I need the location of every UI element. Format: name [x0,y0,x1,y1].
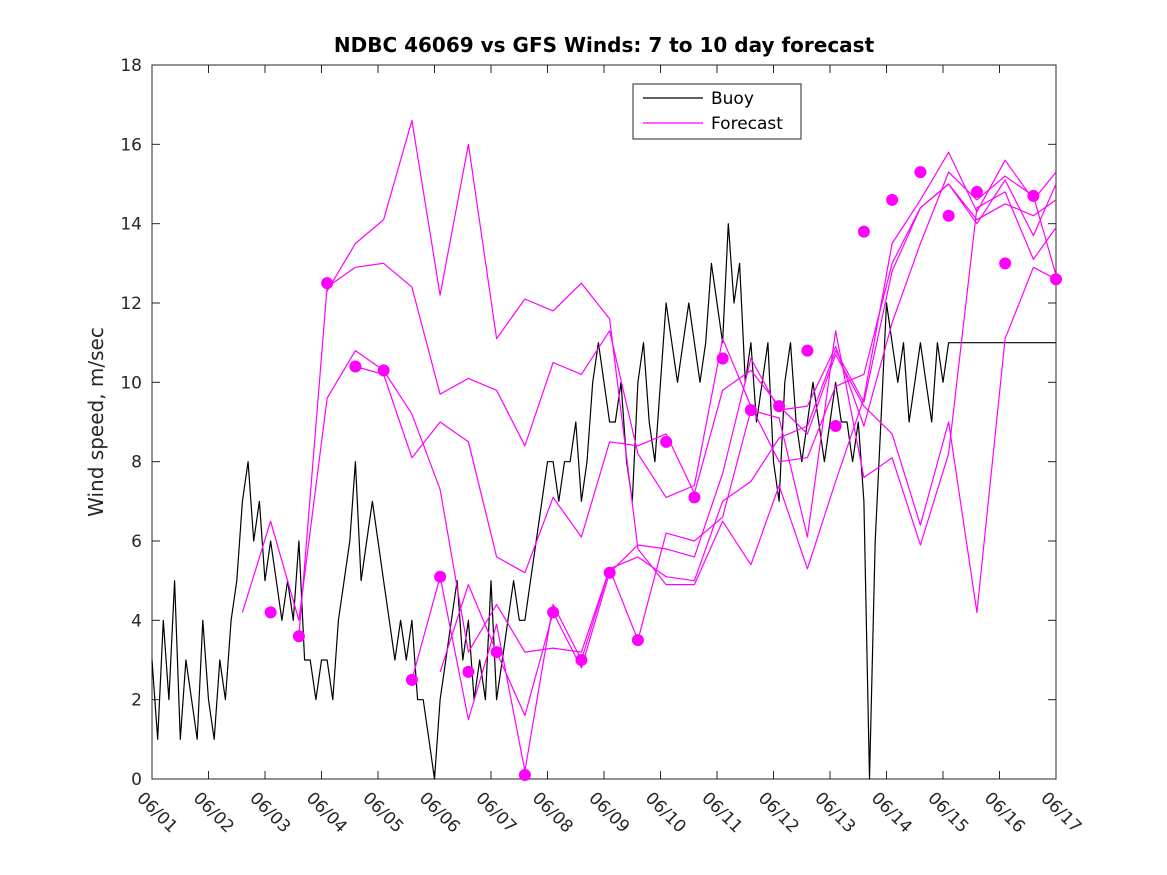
y-tick-label: 18 [120,56,142,76]
forecast-marker-point [999,257,1012,270]
forecast-series-line-2 [298,179,1057,637]
forecast-marker-point [886,193,899,206]
forecast-marker-point [603,566,616,579]
forecast-marker-point [857,225,870,238]
forecast-series-line-6 [439,171,1057,717]
y-tick-label: 12 [120,294,142,314]
forecast-marker-point [914,166,927,179]
y-tick-label: 4 [131,611,142,631]
y-tick-label: 2 [131,691,142,711]
forecast-marker-point [688,491,701,504]
forecast-marker-point [829,419,842,432]
legend: Buoy Forecast [632,83,802,140]
forecast-marker-point [942,209,955,222]
forecast-marker-point [462,665,475,678]
forecast-marker-point [518,769,531,782]
forecast-marker-point [631,634,644,647]
y-tick-label: 6 [131,532,142,552]
y-tick-label: 0 [131,770,142,790]
forecast-marker-point [1050,273,1062,286]
forecast-series-line-5 [411,191,1057,772]
legend-label: Buoy [711,89,754,109]
forecast-marker-point [744,404,757,417]
buoy-series-line [151,223,1056,780]
forecast-marker-point [716,352,729,365]
forecast-marker-point [547,606,560,619]
forecast-marker-point [405,673,418,686]
axes-box [151,64,1057,780]
y-tick-label: 16 [120,135,142,155]
forecast-series-line-4 [355,266,1057,614]
chart-title: NDBC 46069 vs GFS Winds: 7 to 10 day for… [334,33,875,57]
legend-label: Forecast [711,114,783,134]
forecast-series-line-3 [326,119,1057,586]
y-tick-label: 8 [131,453,142,473]
forecast-marker-point [660,435,673,448]
y-tick-label: 10 [120,373,142,393]
forecast-marker-point [264,606,277,619]
forecast-marker-point [970,185,983,198]
forecast-marker-point [773,400,786,413]
legend-box [632,83,802,140]
forecast-marker-point [349,360,362,373]
forecast-marker-point [377,364,390,377]
forecast-marker-point [801,344,814,357]
forecast-marker-point [434,570,447,583]
y-axis-label: Wind speed, m/sec [84,327,108,517]
forecast-marker-point [1027,189,1040,202]
forecast-marker-point [490,646,503,659]
forecast-marker-point [292,630,305,643]
forecast-marker-point [575,654,588,666]
y-tick-label: 14 [120,215,142,235]
forecast-marker-point [321,277,334,290]
